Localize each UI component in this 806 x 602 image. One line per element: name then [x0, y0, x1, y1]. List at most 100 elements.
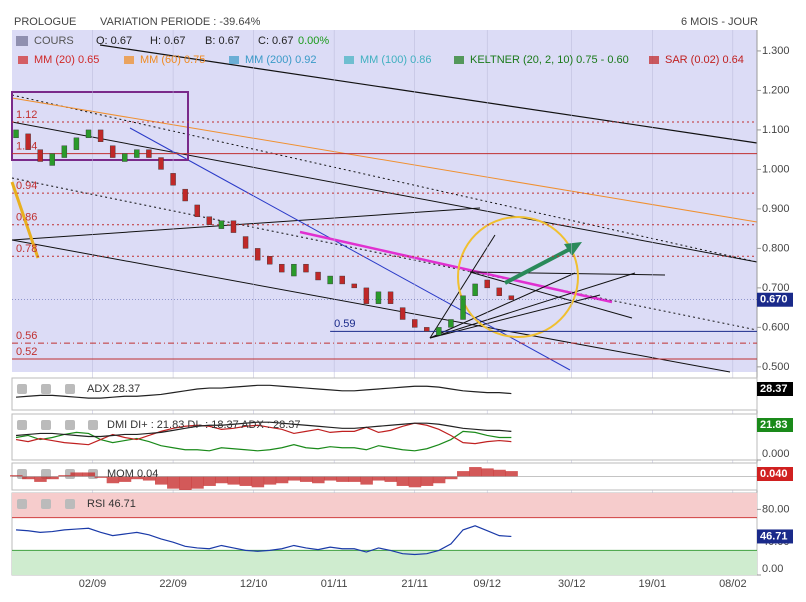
circle-drawing: [457, 216, 579, 338]
line-line: [15, 384, 512, 399]
candle: [230, 220, 237, 233]
legend-entry: MM (200) 0.92: [245, 54, 317, 66]
value-tag-bg: [757, 382, 793, 396]
mom-bar: [227, 476, 240, 485]
trend-line: [11, 97, 758, 223]
candle: [267, 256, 273, 265]
candle: [13, 129, 19, 139]
trend-line: [11, 239, 731, 373]
mom-bar: [82, 472, 96, 477]
mom-bar: [324, 476, 337, 481]
candle: [85, 129, 92, 139]
mom-bar: [155, 476, 168, 485]
panel-icon: [41, 420, 51, 430]
legend-icon: [649, 56, 659, 64]
legend-entry: O: 0.67: [96, 35, 132, 47]
mom-bar: [215, 476, 228, 484]
candle: [291, 263, 297, 277]
x-tick-label: 08/02: [719, 578, 747, 590]
candle: [182, 188, 188, 202]
candle: [218, 220, 225, 229]
legend-entry: B: 0.67: [205, 35, 240, 47]
value-tag-bg: [757, 467, 793, 481]
panel-title: MOM 0.04: [107, 468, 158, 480]
mom-bar: [312, 476, 325, 484]
candle: [387, 291, 394, 304]
panel-icon: [65, 384, 75, 394]
arrow: [504, 247, 571, 285]
x-tick-label: 19/01: [639, 578, 667, 590]
value-tag: 21.83: [760, 419, 788, 431]
legend-icon: [344, 56, 354, 64]
candle: [303, 263, 309, 273]
y-tick-label: 0.000: [762, 448, 790, 460]
mom-bar: [457, 471, 470, 477]
band: [12, 550, 757, 575]
value-tag: 28.37: [760, 383, 788, 395]
mom-bar: [46, 476, 59, 480]
candle: [158, 157, 164, 170]
trend-line: [11, 207, 481, 241]
panel: [11, 377, 758, 411]
mom-bar: [360, 476, 373, 485]
panel-icon: [17, 420, 27, 430]
candle: [97, 129, 104, 142]
value-tag-bg: [757, 529, 793, 544]
trend-line: [11, 121, 758, 263]
legend-icon: [454, 56, 464, 64]
x-tick-label: 09/12: [473, 578, 501, 590]
legend-icon: [229, 56, 239, 64]
mom-bar: [432, 476, 446, 484]
dmi-line: [15, 422, 512, 446]
fan-line: [429, 272, 636, 339]
panel: [11, 413, 758, 461]
candle: [460, 295, 466, 320]
mom-bar: [263, 476, 277, 485]
x-tick-label: 01/11: [321, 578, 348, 590]
last-price-tag: 0.670: [760, 294, 788, 306]
trend-line: [299, 230, 613, 304]
mom-bar: [275, 476, 289, 484]
x-tick-label: 02/09: [79, 578, 107, 590]
legend-icon: [18, 56, 28, 64]
trend-line: [129, 127, 571, 371]
arrow-head: [564, 242, 582, 256]
value-tag-bg: [757, 418, 793, 432]
mom-bar: [493, 469, 506, 477]
panel-title: ADX 28.37: [87, 383, 140, 395]
y-tick-label: 1.200: [762, 84, 790, 96]
legend-icon: [16, 36, 28, 46]
y-tick-label: 0.00: [762, 563, 783, 575]
legend-entry: MM (60) 0.75: [140, 54, 205, 66]
mom-bar: [130, 476, 144, 480]
candle: [448, 319, 454, 328]
mom-bar: [106, 476, 120, 484]
candle: [242, 236, 249, 249]
candle: [472, 283, 478, 296]
period: 6 MOIS - JOUR: [681, 16, 758, 28]
fan-line: [429, 272, 576, 339]
y-tick-label: 0.900: [762, 203, 790, 215]
mom-bar: [336, 476, 349, 482]
legend-entry: KELTNER (20, 2, 10) 0.75 - 0.60: [470, 54, 629, 66]
value-tag: 0.040: [760, 468, 788, 480]
mom-bar: [481, 468, 494, 477]
highlight-line: [10, 181, 40, 259]
candle: [484, 279, 490, 289]
candle: [122, 153, 128, 162]
level-label: 1.12: [16, 109, 37, 121]
mom-bar: [10, 475, 23, 477]
mom-bar: [22, 476, 35, 480]
mom-bar: [179, 476, 192, 490]
mom-bar: [372, 476, 385, 481]
y-tick-label: 0.600: [762, 321, 790, 333]
candle: [194, 204, 200, 217]
candle: [25, 133, 31, 150]
panel-title: RSI 46.71: [87, 498, 136, 510]
legend-entry: H: 0.67: [150, 35, 185, 47]
candle: [351, 283, 357, 289]
mom-bar: [34, 476, 47, 482]
mom-bar: [142, 476, 156, 481]
mom-bar: [191, 476, 204, 489]
candle: [327, 275, 333, 285]
